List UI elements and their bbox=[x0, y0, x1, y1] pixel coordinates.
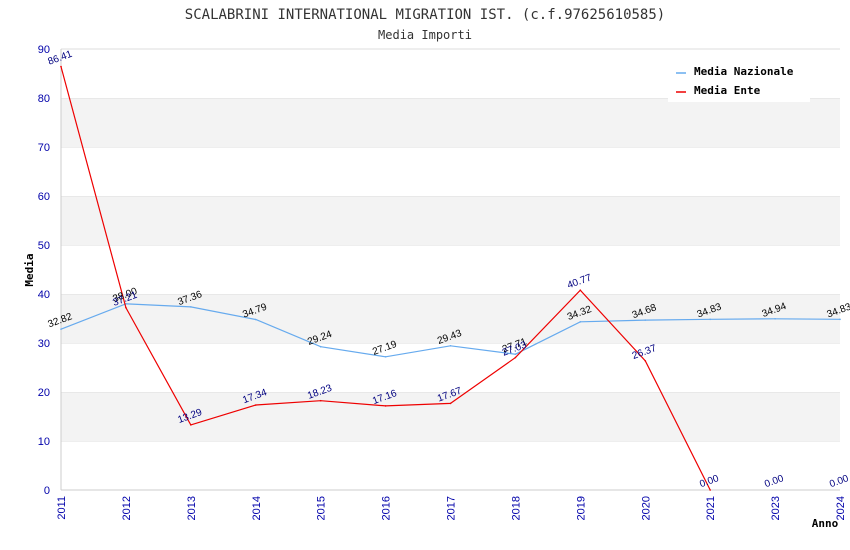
y-tick-label: 60 bbox=[38, 191, 50, 203]
data-point bbox=[384, 355, 387, 358]
data-point bbox=[60, 328, 62, 330]
data-point bbox=[514, 353, 517, 356]
grid-band bbox=[61, 245, 840, 294]
y-tick-label: 90 bbox=[38, 44, 50, 56]
data-point bbox=[384, 405, 387, 407]
x-tick-label: 2017 bbox=[446, 496, 458, 520]
x-tick-label: 2012 bbox=[121, 496, 133, 520]
legend-box bbox=[668, 58, 810, 102]
y-tick-label: 50 bbox=[38, 240, 50, 252]
x-tick-label: 2014 bbox=[251, 496, 263, 520]
y-tick-label: 0 bbox=[44, 485, 50, 497]
data-point bbox=[514, 356, 517, 359]
data-point bbox=[190, 424, 192, 426]
data-point bbox=[190, 306, 192, 308]
chart-subtitle: Media Importi bbox=[378, 28, 472, 42]
x-tick-label: 2011 bbox=[56, 496, 68, 520]
series-layer bbox=[60, 65, 841, 491]
x-axis-ticks: 2011 2012 2013 2014 2015 2016 2017 2018 2019 2020… bbox=[56, 496, 847, 520]
data-point bbox=[125, 306, 127, 309]
x-axis-title: Anno bbox=[812, 517, 839, 530]
data-point bbox=[644, 319, 647, 321]
data-point bbox=[774, 317, 776, 320]
data-point bbox=[254, 318, 257, 321]
chart-title: SCALABRINI INTERNATIONAL MIGRATION IST. … bbox=[185, 7, 665, 23]
x-tick-label: 2018 bbox=[510, 496, 522, 520]
legend-label-nazionale: Media Nazionale bbox=[694, 65, 794, 78]
y-axis-title: Media bbox=[23, 253, 36, 286]
grid-band bbox=[61, 147, 840, 196]
data-point bbox=[709, 318, 711, 321]
data-point bbox=[709, 489, 711, 491]
y-axis-ticks: 0 10 20 30 40 50 60 70 80 90 bbox=[38, 44, 50, 497]
data-point bbox=[449, 344, 452, 347]
x-tick-label: 2015 bbox=[316, 496, 328, 520]
grid-band bbox=[61, 294, 840, 343]
legend: Media Nazionale Media Ente bbox=[668, 58, 810, 102]
x-tick-label: 2016 bbox=[381, 496, 393, 520]
data-point bbox=[319, 399, 322, 402]
y-tick-label: 10 bbox=[38, 436, 50, 448]
x-tick-label: 2024 bbox=[835, 496, 847, 520]
y-tick-label: 40 bbox=[38, 289, 50, 301]
data-point bbox=[644, 359, 647, 362]
y-tick-label: 80 bbox=[38, 93, 50, 105]
x-tick-label: 2021 bbox=[705, 496, 717, 520]
grid-band bbox=[61, 98, 840, 147]
data-point bbox=[579, 289, 582, 292]
data-point bbox=[254, 404, 257, 406]
grid-band bbox=[61, 343, 840, 392]
y-tick-label: 20 bbox=[38, 387, 50, 399]
data-point bbox=[579, 321, 582, 323]
grid-band bbox=[61, 392, 840, 441]
data-point bbox=[839, 318, 841, 321]
grid-band bbox=[61, 441, 840, 490]
x-tick-label: 2020 bbox=[640, 496, 652, 520]
data-point bbox=[449, 402, 452, 405]
y-tick-label: 30 bbox=[38, 338, 50, 350]
x-tick-label: 2023 bbox=[770, 496, 782, 520]
y-tick-label: 70 bbox=[38, 142, 50, 154]
legend-label-ente: Media Ente bbox=[694, 84, 761, 97]
x-tick-label: 2013 bbox=[186, 496, 198, 520]
grid-band bbox=[61, 196, 840, 245]
grid-bands bbox=[61, 48, 840, 490]
data-point bbox=[60, 65, 62, 68]
data-point bbox=[319, 345, 322, 348]
x-tick-label: 2019 bbox=[575, 496, 587, 520]
